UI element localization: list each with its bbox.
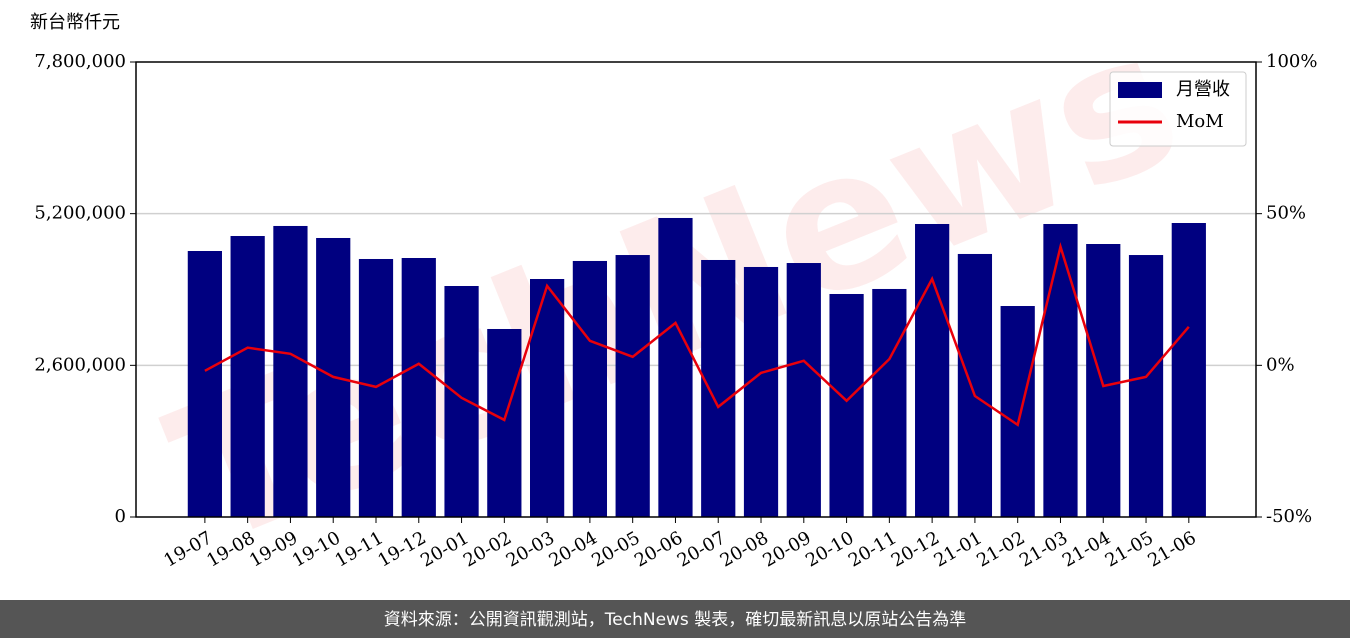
x-tick-label: 19-12	[374, 527, 429, 571]
bar	[187, 251, 222, 517]
bar	[273, 225, 308, 517]
bar	[786, 263, 821, 517]
y2-tick-label: -50%	[1266, 506, 1312, 527]
bar	[1171, 223, 1206, 517]
x-tick-label: 20-09	[759, 527, 814, 571]
x-tick-label: 21-05	[1102, 527, 1157, 571]
legend-label: 月營收	[1176, 79, 1230, 100]
bar	[1128, 255, 1164, 517]
x-tick-label: 21-06	[1144, 527, 1199, 571]
x-tick-label: 20-12	[888, 527, 943, 571]
x-tick-label: 21-02	[973, 527, 1028, 571]
x-tick-label: 21-01	[930, 527, 985, 571]
legend-swatch	[1118, 82, 1162, 98]
x-tick-label: 21-04	[1059, 527, 1114, 571]
y-tick-label: 7,800,000	[34, 51, 126, 72]
bar	[530, 279, 565, 517]
bar	[658, 217, 693, 517]
bar	[230, 236, 265, 517]
bar	[743, 266, 779, 517]
x-tick-label: 20-11	[845, 527, 900, 571]
bar	[615, 255, 650, 517]
bar	[915, 223, 950, 517]
x-tick-label: 20-05	[588, 527, 643, 571]
bar	[829, 293, 864, 517]
bar	[701, 259, 736, 517]
x-tick-label: 19-07	[160, 527, 215, 571]
x-tick-label: 20-10	[802, 527, 857, 571]
bar	[572, 260, 608, 517]
bar	[487, 328, 522, 517]
y-tick-label: 0	[115, 506, 126, 527]
bar	[401, 258, 436, 517]
y2-tick-label: 0%	[1266, 354, 1295, 375]
footer-text: 資料來源：公開資訊觀測站，TechNews 製表，確切最新訊息以原站公告為準	[384, 610, 966, 630]
x-tick-label: 20-07	[674, 527, 729, 571]
line	[204, 241, 1190, 427]
y-tick-label: 2,600,000	[34, 354, 126, 375]
x-tick-label: 20-01	[417, 527, 472, 571]
bar	[1043, 223, 1078, 517]
y2-tick-label: 50%	[1266, 203, 1306, 224]
bar	[444, 286, 479, 517]
bar	[872, 288, 907, 517]
bar	[957, 253, 993, 517]
x-tick-label: 20-03	[503, 527, 558, 571]
footer-bar	[0, 600, 1350, 638]
bar	[1000, 306, 1035, 517]
legend: 月營收 MoM	[1109, 71, 1247, 147]
bar	[1086, 244, 1121, 517]
x-tick-label: 20-06	[631, 527, 686, 571]
x-tick-label: 20-08	[717, 527, 772, 571]
legend-label: MoM	[1176, 111, 1224, 132]
x-tick-label: 20-02	[460, 527, 515, 571]
y-tick-label: 5,200,000	[34, 203, 126, 224]
y2-tick-label: 100%	[1266, 51, 1317, 72]
x-tick-label: 21-03	[1016, 527, 1071, 571]
plot-frame	[135, 61, 1257, 518]
y-axis-label: 新台幣仟元	[30, 12, 120, 33]
x-tick-label: 20-04	[545, 527, 600, 571]
